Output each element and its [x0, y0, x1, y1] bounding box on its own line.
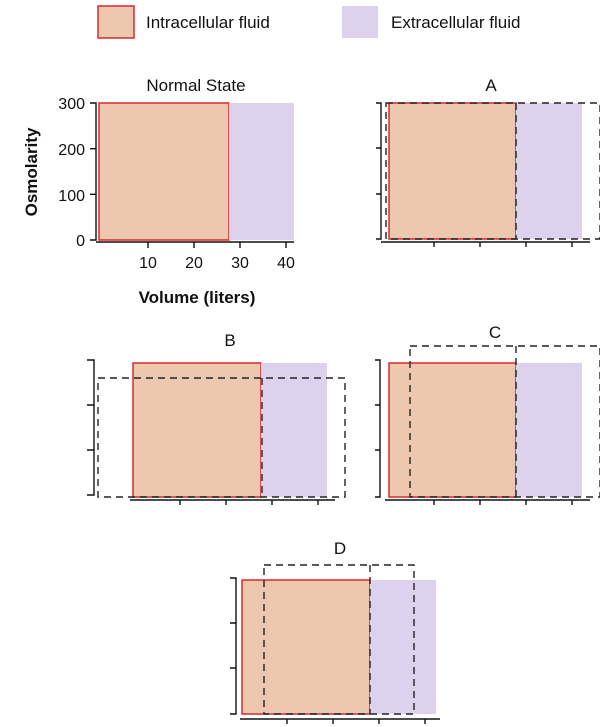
panel-title-c: C — [489, 323, 501, 342]
extracellular-block — [370, 580, 436, 714]
panel-title-normal: Normal State — [146, 76, 245, 95]
intracellular-block — [241, 579, 371, 715]
extracellular-block — [516, 103, 582, 239]
intracellular-block — [98, 102, 230, 241]
legend-swatch-extracellular — [342, 6, 378, 38]
dashed-outline — [97, 377, 346, 498]
panel-title-b: B — [224, 331, 235, 350]
y-axis — [375, 359, 381, 498]
extracellular-block — [261, 363, 327, 497]
y-tick-label: 300 — [58, 96, 85, 113]
dashed-outline — [409, 345, 600, 498]
y-axis — [230, 577, 237, 715]
panel-b: B — [87, 331, 346, 505]
dashed-outline — [263, 564, 415, 715]
x-axis — [96, 241, 294, 248]
panel-normal-state: Normal State 0 100 200 300 10 20 30 40 O… — [22, 76, 295, 307]
y-axis — [90, 102, 97, 241]
x-tick-label: 40 — [277, 255, 295, 272]
x-axis-title: Volume (liters) — [139, 288, 256, 307]
extracellular-block — [229, 103, 294, 240]
intracellular-block — [132, 362, 262, 498]
panel-a: A — [376, 76, 600, 247]
intracellular-block — [388, 362, 517, 498]
x-axis — [385, 499, 590, 505]
x-tick-label: 10 — [139, 255, 157, 272]
panel-d: D — [230, 539, 440, 724]
y-tick-label: 100 — [58, 188, 85, 205]
x-axis — [381, 241, 590, 247]
panel-c: C — [375, 323, 600, 505]
extracellular-block — [516, 363, 582, 497]
panel-title-a: A — [485, 76, 497, 95]
legend-label-extracellular: Extracellular fluid — [391, 13, 520, 32]
x-axis — [130, 499, 335, 505]
legend: Intracellular fluid Extracellular fluid — [97, 5, 520, 39]
legend-label-intracellular: Intracellular fluid — [146, 13, 270, 32]
x-tick-label: 20 — [185, 255, 203, 272]
y-axis-title: Osmolarity — [22, 127, 41, 216]
x-tick-label: 30 — [231, 255, 249, 272]
intracellular-block — [388, 102, 517, 240]
dashed-outline — [385, 102, 600, 240]
y-tick-label: 200 — [58, 142, 85, 159]
panel-title-d: D — [334, 539, 346, 558]
y-axis — [87, 359, 95, 496]
x-axis — [240, 718, 440, 724]
legend-swatch-intracellular — [97, 5, 135, 39]
y-axis — [376, 102, 382, 240]
y-tick-label: 0 — [76, 233, 85, 250]
